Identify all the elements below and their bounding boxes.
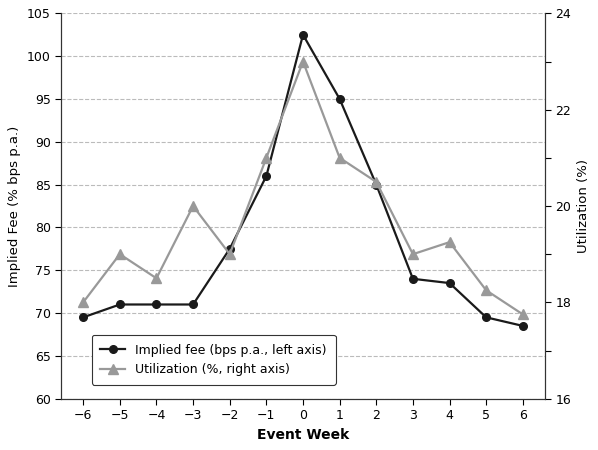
Implied fee (bps p.a., left axis)	[483, 315, 490, 320]
Y-axis label: Implied Fee (% bps p.a.): Implied Fee (% bps p.a.)	[8, 126, 22, 287]
Utilization (%, right axis)	[373, 179, 380, 184]
Utilization (%, right axis)	[336, 155, 343, 161]
Implied fee (bps p.a., left axis)	[190, 302, 197, 307]
Y-axis label: Utilization (%): Utilization (%)	[576, 159, 590, 253]
Utilization (%, right axis)	[446, 239, 453, 245]
Implied fee (bps p.a., left axis)	[300, 32, 307, 37]
Line: Implied fee (bps p.a., left axis): Implied fee (bps p.a., left axis)	[80, 31, 527, 330]
Utilization (%, right axis)	[226, 252, 233, 257]
Legend: Implied fee (bps p.a., left axis), Utilization (%, right axis): Implied fee (bps p.a., left axis), Utili…	[91, 335, 335, 385]
Utilization (%, right axis)	[263, 155, 270, 161]
Utilization (%, right axis)	[153, 275, 160, 281]
Implied fee (bps p.a., left axis)	[409, 276, 416, 282]
Implied fee (bps p.a., left axis)	[153, 302, 160, 307]
Implied fee (bps p.a., left axis)	[263, 173, 270, 179]
Line: Utilization (%, right axis): Utilization (%, right axis)	[79, 57, 527, 319]
Utilization (%, right axis)	[483, 288, 490, 293]
Utilization (%, right axis)	[409, 252, 416, 257]
Implied fee (bps p.a., left axis)	[80, 315, 87, 320]
Implied fee (bps p.a., left axis)	[519, 323, 526, 328]
Implied fee (bps p.a., left axis)	[446, 280, 453, 286]
Utilization (%, right axis)	[80, 300, 87, 305]
Utilization (%, right axis)	[519, 312, 526, 317]
Utilization (%, right axis)	[300, 59, 307, 64]
Implied fee (bps p.a., left axis)	[226, 246, 233, 252]
Implied fee (bps p.a., left axis)	[373, 182, 380, 187]
Utilization (%, right axis)	[190, 203, 197, 209]
X-axis label: Event Week: Event Week	[257, 428, 349, 441]
Implied fee (bps p.a., left axis)	[116, 302, 123, 307]
Utilization (%, right axis)	[116, 252, 123, 257]
Implied fee (bps p.a., left axis)	[336, 96, 343, 102]
